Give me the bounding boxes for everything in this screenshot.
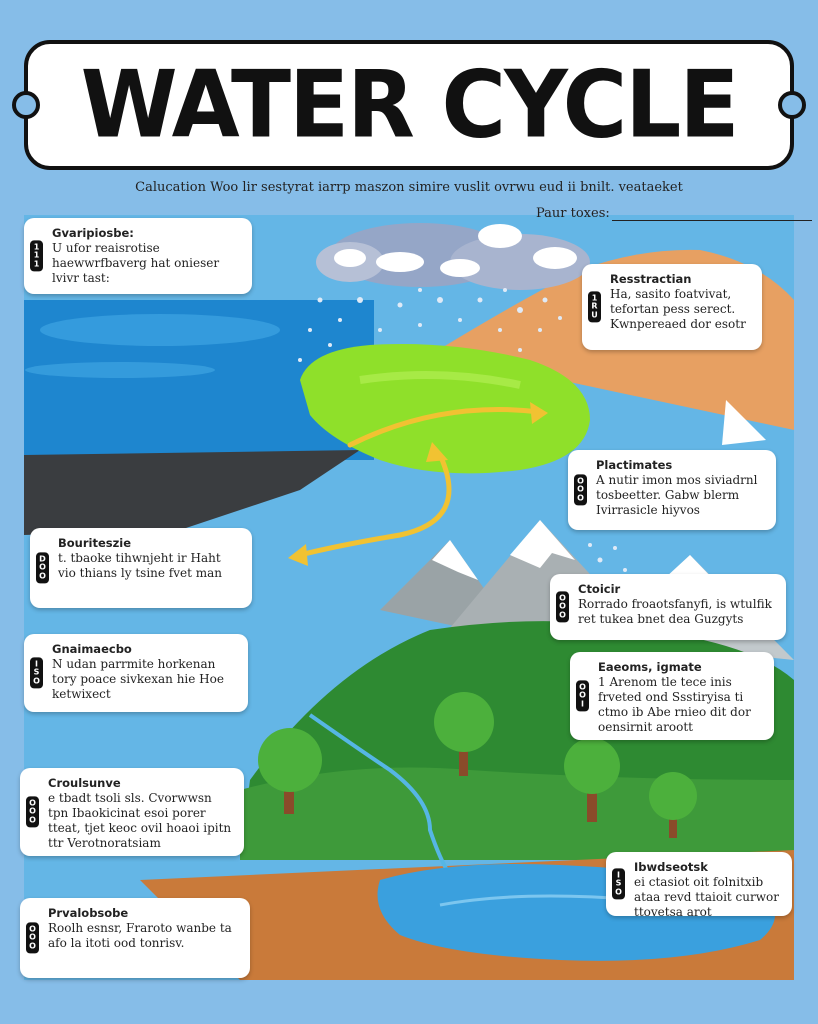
card-text: U ufor reaisrotise haewwrfbaverg hat oni… <box>52 241 220 285</box>
stream <box>308 713 452 877</box>
card-title: Croulsunve <box>48 776 121 790</box>
title-banner: WATER CYCLE <box>12 40 806 170</box>
card-title: Gnaimaecbo <box>52 642 132 656</box>
card-title: Gvaripiosbe: <box>52 226 134 240</box>
card-text: Roolh esnsr, Fraroto wanbe ta afo la ito… <box>48 921 232 950</box>
dark-shore <box>24 450 360 535</box>
card-text: A nutir imon mos siviadrnl tosbeetter. G… <box>596 473 758 517</box>
card-text: 1 Arenom tle tece inis frveted ond Sssti… <box>598 675 751 734</box>
name-underline <box>611 206 812 221</box>
card-text: ei ctasiot oit folnitxib ataa revd ttaio… <box>634 875 779 919</box>
card-text: Ha, sasito foatvivat, tefortan pess sere… <box>610 287 746 331</box>
card-text: t. tbaoke tihwnjeht ir Haht vio thians l… <box>58 551 223 580</box>
tree <box>258 728 322 814</box>
card-title: Ctoicir <box>578 582 621 596</box>
card-text: Rorrado froaotsfanyfi, is wtulfik ret tu… <box>578 597 772 626</box>
card-title: Prvalobsobe <box>48 906 129 920</box>
banner-notch-right <box>778 91 806 119</box>
cycle-arrow <box>297 406 543 558</box>
card-title: Bouriteszie <box>58 536 132 550</box>
card-text: N udan parrmite horkenan tory poace sivk… <box>52 657 224 701</box>
subtitle: Calucation Woo lir sestyrat iarrp maszon… <box>135 180 683 195</box>
banner-notch-left <box>12 91 40 119</box>
card-title: Eaeoms, igmate <box>598 660 702 674</box>
tree <box>649 772 697 838</box>
card-title: Ibwdseotsk <box>634 860 708 874</box>
name-label: Paur toxes: <box>536 206 610 221</box>
tree <box>564 738 620 822</box>
rain-cloud <box>316 223 590 290</box>
page-title: WATER CYCLE <box>80 50 740 159</box>
card-title: Resstractian <box>610 272 692 286</box>
tree <box>434 692 494 776</box>
name-field[interactable]: Paur toxes: <box>536 206 812 221</box>
card-title: Plactimates <box>596 458 673 472</box>
card-text: e tbadt tsoli sls. Cvorwwsn tpn Ibaokici… <box>48 791 232 850</box>
